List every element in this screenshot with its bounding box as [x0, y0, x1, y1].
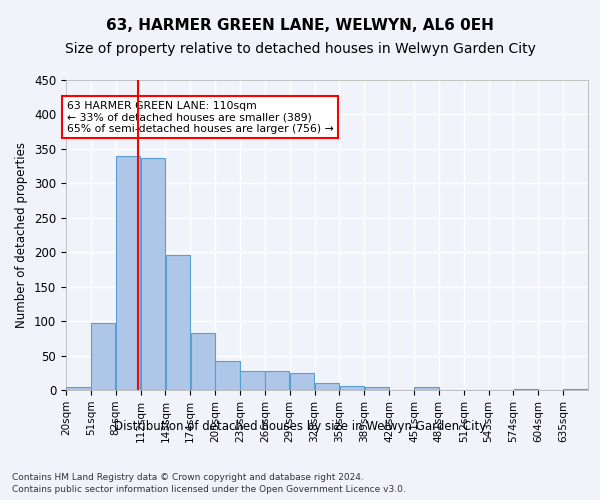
Bar — [365, 386, 389, 390]
Bar — [91, 323, 115, 390]
Bar — [315, 383, 339, 390]
Text: Contains public sector information licensed under the Open Government Licence v3: Contains public sector information licen… — [12, 485, 406, 494]
Text: Contains HM Land Registry data © Crown copyright and database right 2024.: Contains HM Land Registry data © Crown c… — [12, 472, 364, 482]
Bar — [414, 386, 439, 390]
Bar — [265, 372, 289, 390]
Y-axis label: Number of detached properties: Number of detached properties — [16, 142, 28, 328]
Bar — [116, 156, 140, 390]
Bar — [166, 255, 190, 390]
Bar — [290, 373, 314, 390]
Text: 63, HARMER GREEN LANE, WELWYN, AL6 0EH: 63, HARMER GREEN LANE, WELWYN, AL6 0EH — [106, 18, 494, 32]
Text: Size of property relative to detached houses in Welwyn Garden City: Size of property relative to detached ho… — [65, 42, 535, 56]
Bar — [514, 388, 538, 390]
Bar — [340, 386, 364, 390]
Bar — [215, 361, 240, 390]
Bar — [191, 333, 215, 390]
Bar — [66, 386, 91, 390]
Text: Distribution of detached houses by size in Welwyn Garden City: Distribution of detached houses by size … — [114, 420, 486, 433]
Bar — [141, 158, 165, 390]
Text: 63 HARMER GREEN LANE: 110sqm
← 33% of detached houses are smaller (389)
65% of s: 63 HARMER GREEN LANE: 110sqm ← 33% of de… — [67, 100, 334, 134]
Bar — [240, 372, 265, 390]
